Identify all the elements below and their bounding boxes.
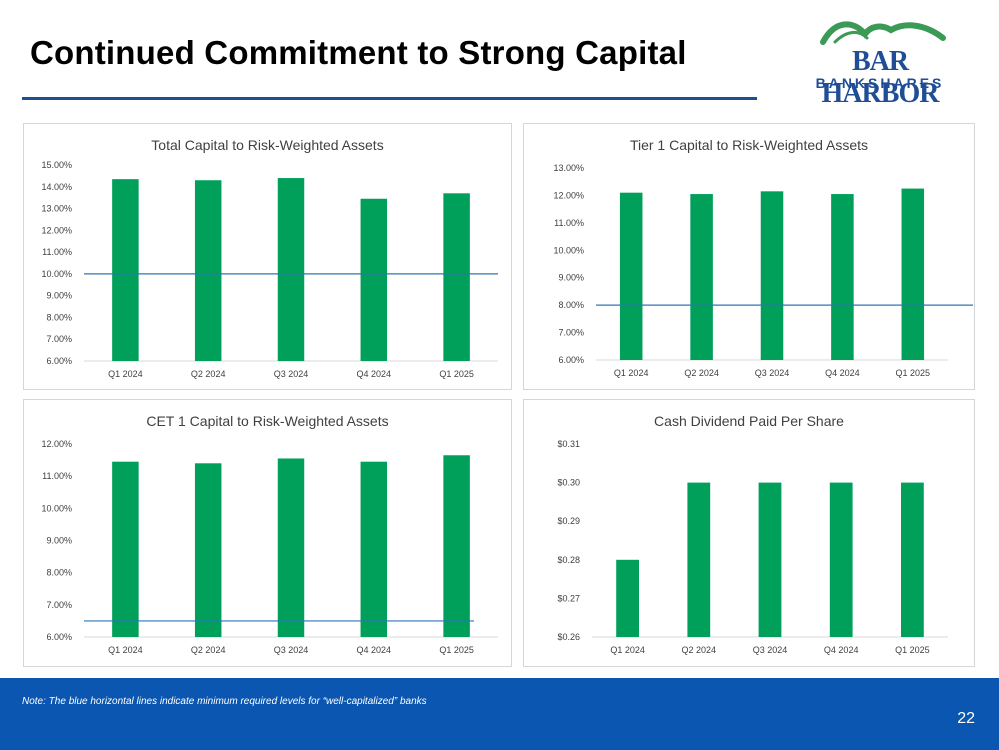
bar: [829, 482, 853, 637]
y-tick-label: 13.00%: [41, 204, 72, 214]
title-divider: [22, 97, 757, 100]
y-tick-label: 7.00%: [46, 600, 72, 610]
x-tick-label: Q3 2024: [274, 645, 309, 655]
y-tick-label: 12.00%: [41, 225, 72, 235]
y-tick-label: 15.00%: [41, 160, 72, 170]
bar: [758, 482, 782, 637]
mountain-logo-icon: [820, 21, 946, 45]
bar: [443, 193, 470, 361]
y-tick-label: $0.28: [557, 555, 580, 565]
x-tick-label: Q1 2024: [108, 645, 143, 655]
bar: [616, 559, 639, 637]
y-tick-label: 11.00%: [42, 471, 72, 481]
x-tick-label: Q4 2024: [825, 368, 860, 378]
x-tick-label: Q1 2024: [108, 369, 143, 379]
x-tick-label: Q4 2024: [824, 645, 859, 655]
y-tick-label: 12.00%: [41, 439, 72, 449]
y-tick-label: 12.00%: [553, 190, 584, 200]
bar: [760, 191, 784, 360]
y-tick-label: 9.00%: [46, 291, 72, 301]
chart-title: Cash Dividend Paid Per Share: [654, 413, 844, 429]
chart-panel-cet1-capital: CET 1 Capital to Risk-Weighted Assets 6.0…: [23, 399, 512, 667]
bar: [687, 482, 711, 637]
y-tick-label: 10.00%: [553, 245, 584, 255]
chart-total-capital: Total Capital to Risk-Weighted Assets 6.0…: [41, 137, 498, 379]
y-tick-label: 7.00%: [558, 328, 584, 338]
bar: [277, 458, 305, 637]
y-tick-label: $0.31: [557, 439, 580, 449]
page-title: Continued Commitment to Strong Capital: [30, 34, 687, 71]
bar: [619, 192, 643, 360]
x-tick-label: Q4 2024: [357, 645, 392, 655]
y-tick-label: 9.00%: [46, 536, 72, 546]
y-tick-label: 11.00%: [554, 218, 584, 228]
y-tick-label: $0.29: [557, 516, 580, 526]
bar: [360, 198, 388, 361]
x-tick-label: Q2 2024: [191, 369, 226, 379]
y-tick-label: 6.00%: [46, 356, 72, 366]
x-tick-label: Q1 2024: [610, 645, 645, 655]
company-logo: BAR HARBOR BANKSHARES: [795, 16, 965, 109]
bar: [277, 178, 305, 361]
x-tick-label: Q2 2024: [684, 368, 719, 378]
bar: [831, 194, 854, 360]
x-tick-label: Q2 2024: [191, 645, 226, 655]
bar: [194, 463, 222, 637]
chart-panel-total-capital: Total Capital to Risk-Weighted Assets 6.0…: [23, 123, 512, 390]
x-tick-label: Q1 2025: [895, 645, 930, 655]
bar: [901, 188, 925, 360]
x-tick-label: Q3 2024: [755, 368, 790, 378]
x-tick-label: Q1 2024: [614, 368, 649, 378]
bar: [112, 179, 139, 361]
x-tick-label: Q3 2024: [753, 645, 788, 655]
bar: [443, 455, 470, 637]
y-tick-label: 14.00%: [41, 182, 72, 192]
y-tick-label: 8.00%: [558, 300, 584, 310]
y-tick-label: 7.00%: [46, 334, 72, 344]
page-number: 22: [957, 710, 975, 727]
x-tick-label: Q3 2024: [274, 369, 309, 379]
y-tick-label: 9.00%: [558, 273, 584, 283]
chart-cet1-capital: CET 1 Capital to Risk-Weighted Assets 6.0…: [41, 413, 498, 655]
chart-panel-tier1-capital: Tier 1 Capital to Risk-Weighted Assets 6.…: [523, 123, 975, 390]
bar: [194, 180, 222, 361]
x-tick-label: Q4 2024: [357, 369, 392, 379]
x-tick-label: Q1 2025: [439, 645, 474, 655]
chart-tier1-capital: Tier 1 Capital to Risk-Weighted Assets 6.…: [553, 137, 973, 378]
footnote: Note: The blue horizontal lines indicate…: [22, 696, 427, 707]
footer-bar: Note: The blue horizontal lines indicate…: [0, 678, 999, 750]
y-tick-label: $0.27: [557, 593, 580, 603]
y-tick-label: 6.00%: [558, 355, 584, 365]
bar: [690, 194, 713, 360]
chart-title: Total Capital to Risk-Weighted Assets: [151, 137, 383, 153]
logo-text-primary: BAR HARBOR: [821, 46, 940, 109]
y-tick-label: 8.00%: [46, 312, 72, 322]
chart-cash-dividend: Cash Dividend Paid Per Share $0.26 $0.27 $0…: [557, 413, 948, 655]
bar: [901, 482, 924, 637]
chart-title: Tier 1 Capital to Risk-Weighted Assets: [630, 137, 868, 153]
y-tick-label: 11.00%: [42, 247, 72, 257]
y-tick-label: $0.30: [557, 478, 580, 488]
x-tick-label: Q1 2025: [439, 369, 474, 379]
y-tick-label: 13.00%: [553, 163, 584, 173]
x-tick-label: Q2 2024: [682, 645, 717, 655]
x-tick-label: Q1 2025: [896, 368, 931, 378]
logo-text-secondary: BANKSHARES: [815, 75, 945, 91]
y-tick-label: $0.26: [557, 632, 580, 642]
bar: [112, 461, 139, 637]
bar: [360, 461, 388, 637]
chart-panel-cash-dividend: Cash Dividend Paid Per Share $0.26 $0.27 $0…: [523, 399, 975, 667]
y-tick-label: 10.00%: [41, 269, 72, 279]
y-tick-label: 8.00%: [46, 568, 72, 578]
y-tick-label: 10.00%: [41, 503, 72, 513]
y-tick-label: 6.00%: [46, 632, 72, 642]
chart-title: CET 1 Capital to Risk-Weighted Assets: [146, 413, 388, 429]
